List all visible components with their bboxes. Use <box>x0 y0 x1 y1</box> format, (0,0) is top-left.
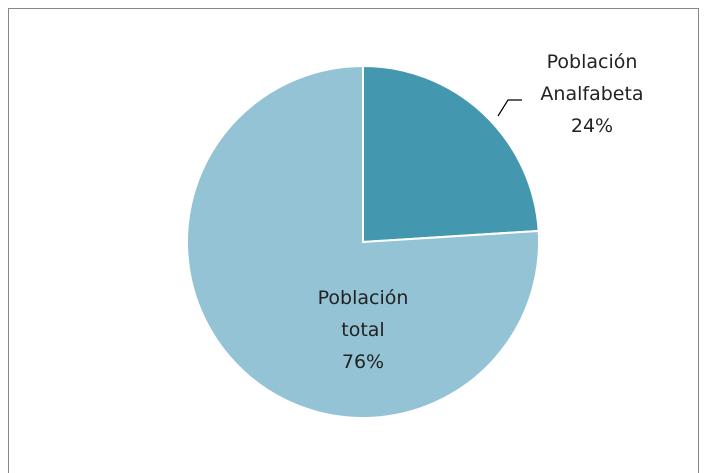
pie-slice <box>186 64 540 419</box>
category-label-line: Analfabeta <box>540 83 643 105</box>
data-label: Población totalPoblacióntotal76% <box>318 287 409 373</box>
data-label: Población AnalfabetaPoblaciónAnalfabeta2… <box>540 51 643 137</box>
category-label-line: total <box>341 319 384 341</box>
leader-line <box>497 99 522 117</box>
pie-slice <box>362 64 540 244</box>
percent-label: 24% <box>571 115 613 137</box>
category-label-line: Población <box>318 287 409 309</box>
category-label-line: Población <box>547 51 638 73</box>
percent-label: 76% <box>342 351 384 373</box>
